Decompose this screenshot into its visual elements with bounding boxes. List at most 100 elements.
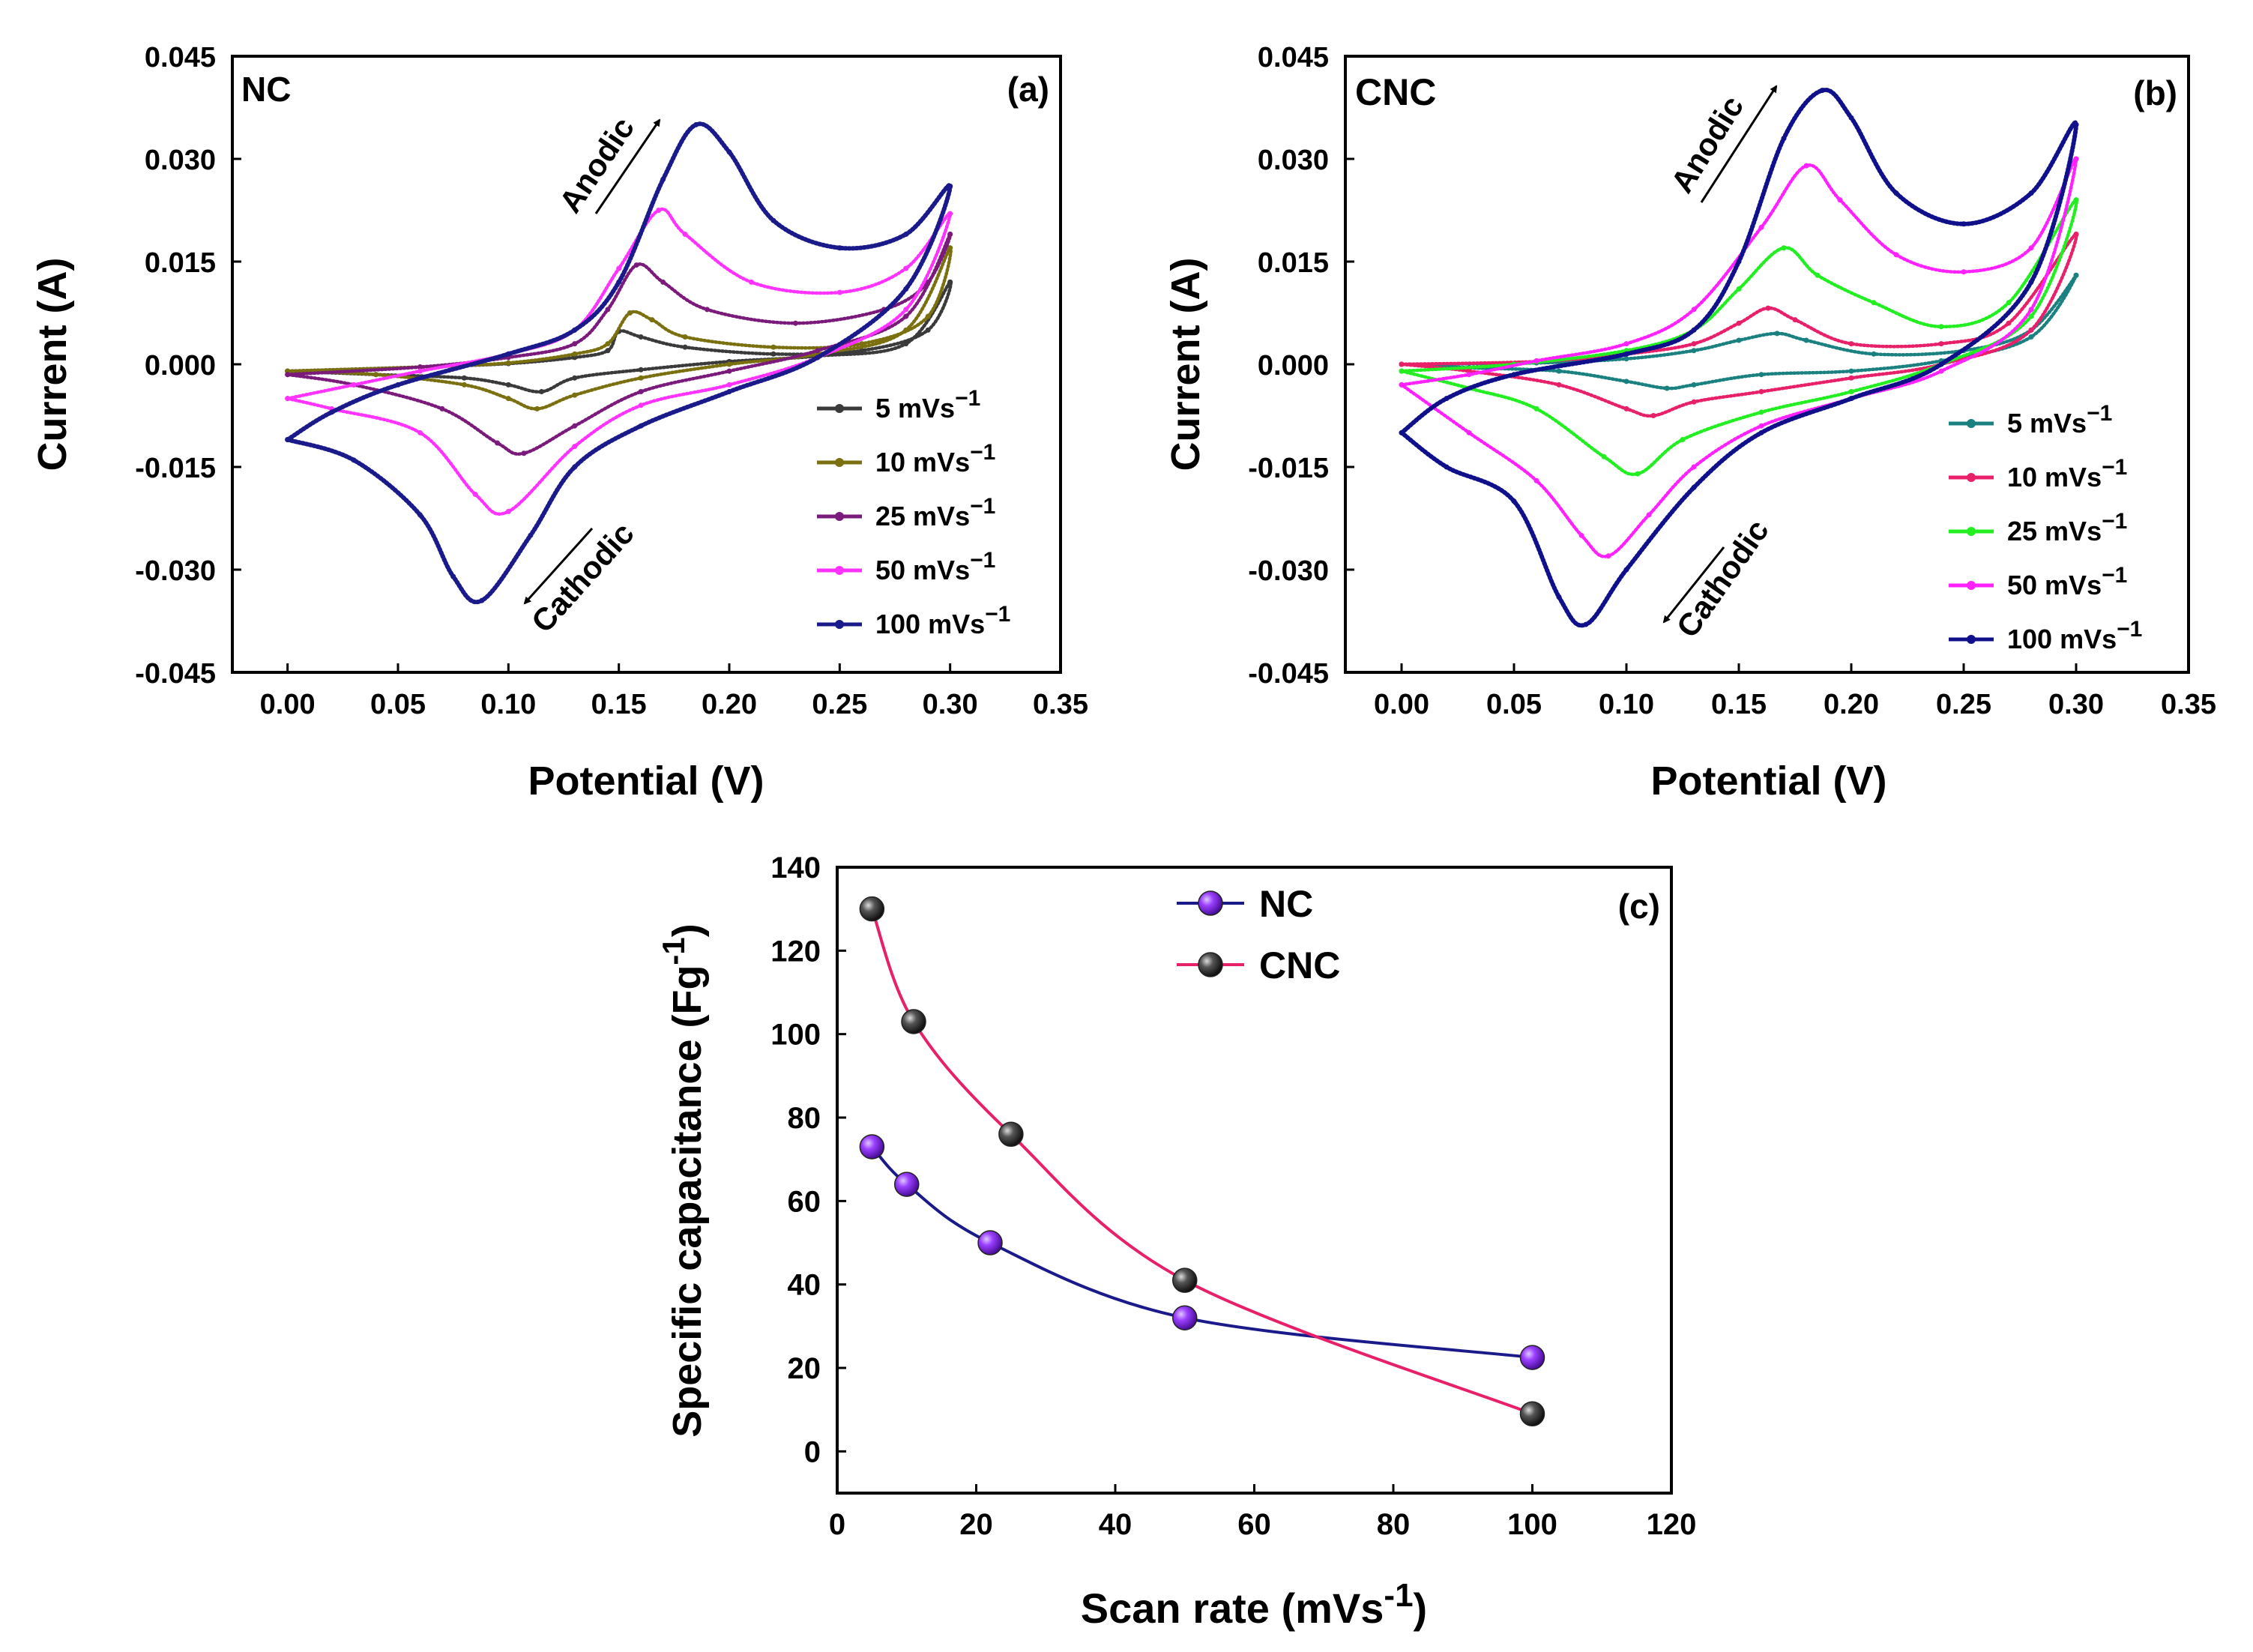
legend-marker <box>835 566 844 575</box>
series-3 <box>1399 156 2079 559</box>
x-tick-label: 0 <box>829 1508 845 1541</box>
cv-point <box>638 389 644 395</box>
legend-label: 5 mVs−1 <box>875 386 980 423</box>
x-tick-label: 80 <box>1377 1508 1411 1541</box>
cv-point <box>1578 532 1584 538</box>
x-tick-label: 0.00 <box>1374 689 1429 720</box>
series-cnc <box>859 896 1545 1426</box>
cv-point <box>792 320 798 326</box>
panel-b-label: (b) <box>2133 73 2177 112</box>
cv-point <box>1399 382 1405 388</box>
cv-point <box>1803 337 1809 343</box>
cv-point <box>1736 286 1742 292</box>
cv-point <box>1848 368 1854 374</box>
cv-point <box>1556 368 1562 374</box>
cv-point <box>1680 436 1686 442</box>
cv-point <box>726 368 732 374</box>
cv-point <box>2073 197 2079 203</box>
cv-point <box>682 344 688 350</box>
cv-point <box>1758 423 1764 429</box>
legend-sup: −1 <box>2102 563 2127 588</box>
cv-point <box>1871 300 1877 306</box>
cv-point <box>1601 453 1607 459</box>
cv-point <box>903 327 909 333</box>
data-point <box>894 1172 920 1197</box>
legend-label: 10 mVs−1 <box>875 440 995 477</box>
y-tick-label: 0.000 <box>1258 350 1329 382</box>
cv-point <box>693 121 699 127</box>
cv-point <box>1511 372 1517 378</box>
y-tick-label: 0.015 <box>1258 247 1329 279</box>
panel-c-series <box>859 896 1545 1426</box>
panel-c-xlabel-close: ) <box>1414 1585 1428 1632</box>
legend-item: 10 mVs−1 <box>1949 455 2127 492</box>
cv-point <box>1399 368 1405 374</box>
legend-name: 100 mVs <box>2007 624 2117 654</box>
cv-point <box>2073 272 2079 278</box>
cv-point <box>1848 375 1854 381</box>
legend-name: 50 mVs <box>2007 570 2102 600</box>
panel-c-legend: NC CNC <box>1177 883 1340 986</box>
x-tick-label: 100 <box>1507 1508 1557 1541</box>
panel-a-title: NC <box>241 70 291 109</box>
x-tick-label: 0.00 <box>260 689 316 720</box>
panel-c-ticks: 0 20 40 60 80 100 120 0 20 40 60 80 100 120 140 <box>770 851 1696 1541</box>
legend-sup: −1 <box>2102 455 2127 480</box>
cv-point <box>285 436 291 442</box>
cv-point <box>1635 471 1641 477</box>
series-1 <box>1399 231 2079 418</box>
y-tick-label: 0.030 <box>1258 145 1329 176</box>
cv-point <box>1444 464 1450 470</box>
cv-point <box>450 573 456 579</box>
x-tick-label: 0.05 <box>1486 689 1542 720</box>
cv-point <box>439 406 445 412</box>
cv-point <box>1691 327 1697 333</box>
cv-point <box>1556 594 1562 600</box>
cv-point <box>1691 399 1697 405</box>
legend-name: 25 mVs <box>875 501 970 531</box>
cv-point <box>351 382 357 388</box>
panel-b: 0.00 0.05 0.10 0.15 0.20 0.25 0.30 0.35 -0.045 -0… <box>1163 42 2216 804</box>
legend-sup: −1 <box>2087 401 2112 426</box>
y-tick-label: 0.045 <box>145 42 216 73</box>
x-tick-label: 0.25 <box>1936 689 1991 720</box>
cv-point <box>1961 269 1967 275</box>
cv-point <box>2028 190 2034 196</box>
cv-curve-core <box>287 247 952 410</box>
y-tick-label: 0.000 <box>145 350 216 382</box>
cv-point <box>1781 136 1787 142</box>
cv-point <box>505 382 511 388</box>
cv-point <box>1623 379 1629 385</box>
cv-point <box>461 382 467 388</box>
panel-b-ticks: 0.00 0.05 0.10 0.15 0.20 0.25 0.30 0.35 -0.045 -0… <box>1248 42 2216 720</box>
panel-a-cathodic-arrow <box>523 527 594 605</box>
cv-point <box>1623 356 1629 362</box>
cv-point <box>1848 115 1854 121</box>
cv-point <box>521 450 527 456</box>
cv-point <box>572 444 578 450</box>
cv-point <box>1893 190 1899 196</box>
cv-point <box>1466 372 1472 378</box>
cv-point <box>329 409 335 415</box>
legend-item: 5 mVs−1 <box>817 386 980 423</box>
cv-point <box>770 217 776 223</box>
data-point <box>1172 1305 1198 1330</box>
cv-point <box>1533 406 1539 412</box>
legend-item: 10 mVs−1 <box>817 440 995 477</box>
panel-c-ylabel-close: ) <box>665 923 710 937</box>
cv-point <box>572 392 578 398</box>
cv-point <box>505 396 511 402</box>
cv-curve-core <box>1401 199 2078 475</box>
cv-point <box>1765 305 1771 311</box>
x-tick-label: 0.35 <box>1033 689 1088 720</box>
x-tick-label: 0.15 <box>1711 689 1767 720</box>
panel-a-ylabel: Current (A) <box>30 258 75 471</box>
cv-point <box>472 492 478 498</box>
panel-c-label: (c) <box>1618 887 1660 926</box>
cv-point <box>770 351 776 357</box>
data-point <box>1519 1345 1545 1370</box>
cv-point <box>770 344 776 350</box>
cv-point <box>682 334 688 340</box>
